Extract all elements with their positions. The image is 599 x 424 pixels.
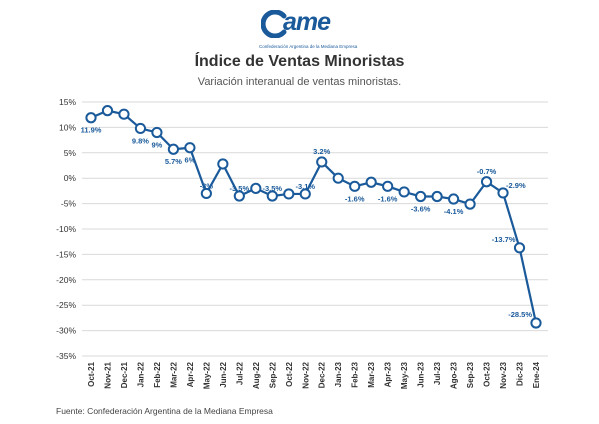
data-label: -3%: [200, 181, 214, 190]
data-point: [431, 190, 443, 203]
data-label: 3.2%: [313, 147, 330, 156]
logo-c-icon: [261, 10, 287, 38]
data-label: -3.5%: [230, 184, 250, 193]
data-label: 9.8%: [132, 136, 149, 145]
x-tick-label: Nov-22: [301, 361, 310, 388]
data-point: [316, 156, 328, 168]
x-tick-label: Mar-22: [169, 361, 178, 387]
data-point: [513, 242, 526, 254]
data-point: [101, 105, 114, 117]
data-point: [415, 190, 427, 203]
x-tick-label: Dec-21: [120, 361, 129, 388]
x-tick-label: Sep-22: [268, 361, 277, 388]
y-tick-label: -10%: [56, 224, 76, 234]
data-point: [118, 108, 130, 120]
data-point: [349, 180, 361, 192]
data-label: -0.7%: [477, 167, 497, 176]
data-label: 5.7%: [165, 157, 182, 166]
x-tick-label: Dec-22: [318, 361, 327, 388]
y-tick-label: 5%: [64, 148, 77, 158]
data-point: [233, 190, 245, 202]
x-tick-label: Apr-22: [186, 361, 195, 387]
x-tick-label: Oct-21: [87, 361, 96, 386]
x-tick-label: Ene-24: [532, 361, 541, 388]
x-tick-label: Jun-23: [417, 361, 426, 387]
data-points: [85, 105, 542, 329]
data-label: 6%: [184, 156, 195, 165]
x-tick-label: Jul-23: [433, 361, 442, 385]
data-label: -2.9%: [506, 181, 526, 190]
data-labels: 11.9% 9.8% 9%5.7% 6% -3% -3.5% -3.5% -3.1% 3.2% -…: [81, 126, 533, 319]
data-point: [382, 180, 394, 192]
x-tick-label: Jul-22: [235, 361, 244, 385]
data-point: [480, 176, 493, 188]
x-tick-label: May-23: [400, 361, 409, 389]
y-tick-label: -35%: [56, 351, 76, 361]
y-tick-label: 15%: [59, 97, 76, 107]
data-point: [283, 188, 295, 200]
x-tick-label: Jun-22: [219, 361, 228, 387]
data-point: [217, 158, 229, 170]
data-point: [85, 112, 97, 124]
data-label: -3.6%: [411, 204, 431, 213]
data-point: [530, 317, 542, 329]
x-tick-label: Feb-23: [351, 361, 360, 387]
x-tick-label: Nov-23: [499, 361, 508, 388]
y-tick-label: -20%: [56, 275, 76, 285]
data-label: -3.1%: [295, 182, 315, 191]
x-tick-label: Oct-23: [483, 361, 492, 386]
data-point: [250, 182, 262, 194]
x-tick-label: Mar-23: [367, 361, 376, 387]
chart-subtitle: Variación interanual de ventas minorista…: [197, 76, 402, 88]
x-tick-label: Oct-22: [285, 361, 294, 386]
y-axis-ticks: 15% 10% 5% 0% -5% -10% -15% -20% -25% -30% -35%: [56, 97, 76, 361]
logo-subtitle: Confederación Argentina de la Mediana Em…: [259, 44, 358, 49]
y-tick-label: -25%: [56, 300, 76, 310]
data-label: -3.5%: [262, 184, 282, 193]
data-label: -28.5%: [508, 310, 532, 319]
data-point: [134, 122, 147, 135]
chart-title: Índice de Ventas Minoristas: [194, 53, 405, 70]
y-tick-label: -15%: [56, 249, 76, 259]
data-point: [299, 188, 311, 200]
series-polyline: [90, 109, 538, 324]
data-point: [184, 142, 196, 154]
y-tick-label: 0%: [64, 173, 77, 183]
series-line: [90, 109, 538, 324]
data-label: -4.1%: [444, 207, 464, 216]
source-note: Fuente: Confederación Argentina de la Me…: [56, 406, 273, 416]
y-tick-label: 10%: [59, 122, 76, 132]
x-tick-label: Feb-22: [153, 361, 162, 387]
came-logo: ame Confederación Argentina de la Median…: [259, 8, 358, 52]
x-tick-label: Nov-21: [103, 361, 112, 388]
x-tick-label: May-22: [202, 361, 211, 389]
data-point: [167, 143, 180, 155]
x-tick-label: Jan-23: [334, 361, 343, 387]
x-tick-label: Ago-23: [450, 361, 459, 389]
x-tick-label: Jan-22: [136, 361, 145, 387]
x-tick-label: Dic-23: [516, 361, 525, 386]
data-point: [497, 187, 509, 199]
data-label: 11.9%: [81, 126, 102, 135]
data-label: -13.7%: [492, 235, 516, 244]
x-tick-label: Sep-23: [466, 361, 475, 388]
x-tick-label: Aug-22: [252, 361, 261, 389]
data-point: [447, 193, 460, 205]
data-label: 9%: [152, 140, 163, 149]
data-point: [398, 186, 410, 198]
x-axis-ticks: Oct-21 Nov-21 Dec-21 Jan-22 Feb-22 Mar-22 Apr-…: [87, 361, 541, 389]
logo-text: ame: [283, 8, 331, 36]
data-point: [464, 198, 476, 210]
data-point: [151, 126, 163, 139]
y-tick-label: -30%: [56, 326, 76, 336]
data-point: [332, 172, 344, 184]
x-tick-label: Apr-23: [384, 361, 393, 387]
data-label: -1.6%: [378, 194, 398, 203]
data-point: [266, 190, 278, 202]
data-point: [200, 187, 212, 200]
y-tick-label: -5%: [61, 199, 77, 209]
data-point: [365, 176, 377, 188]
data-label: -1.6%: [345, 194, 365, 203]
